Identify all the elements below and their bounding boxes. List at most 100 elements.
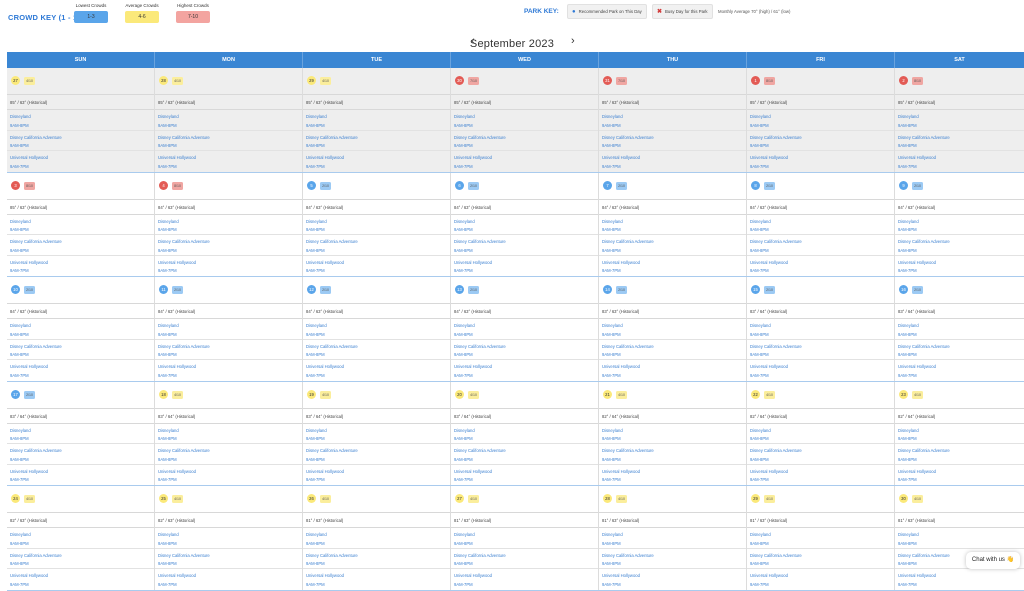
prev-month-button[interactable]: ‹: [471, 35, 475, 47]
park-name-link[interactable]: Disney California Adventure: [898, 134, 950, 140]
park-name-link[interactable]: Universal Hollywood: [10, 259, 48, 265]
park-hours-link[interactable]: 9AM-7PM: [602, 163, 621, 169]
park-hours-link[interactable]: 9AM-8PM: [454, 561, 473, 566]
park-hours-link[interactable]: 9AM-8PM: [454, 540, 473, 546]
day-cell[interactable]: 23 4/10 82° / 64° (Historical) Disneyland 9A…: [895, 382, 1024, 486]
park-name-link[interactable]: Disneyland: [750, 218, 771, 224]
day-cell[interactable]: 6 2/10 84° / 63° (Historical) Disneyland 9AM…: [451, 172, 599, 276]
park-name-link[interactable]: Disneyland: [602, 218, 623, 224]
park-name-link[interactable]: Universal Hollywood: [454, 155, 492, 160]
park-hours-link[interactable]: 9AM-7PM: [158, 163, 177, 169]
day-cell[interactable]: 4 8/10 84° / 63° (Historical) Disneyland 9AM…: [155, 172, 303, 276]
park-hours-link[interactable]: 9AM-8PM: [158, 352, 177, 357]
day-cell[interactable]: 20 4/10 83° / 64° (Historical) Disneyland 9A…: [451, 381, 599, 485]
park-name-link[interactable]: Disneyland: [10, 218, 31, 224]
park-name-link[interactable]: Universal Hollywood: [10, 468, 48, 474]
park-hours-link[interactable]: 9AM-8PM: [454, 247, 473, 253]
park-hours-link[interactable]: 9AM-7PM: [898, 163, 917, 169]
park-hours-link[interactable]: 9AM-8PM: [454, 456, 473, 462]
park-name-link[interactable]: Universal Hollywood: [454, 573, 492, 578]
park-name-link[interactable]: Disney California Adventure: [454, 239, 506, 244]
park-name-link[interactable]: Universal Hollywood: [306, 259, 344, 265]
park-hours-link[interactable]: 9AM-7PM: [750, 477, 769, 482]
park-hours-link[interactable]: 9AM-7PM: [158, 581, 177, 587]
park-name-link[interactable]: Disney California Adventure: [158, 134, 210, 140]
park-name-link[interactable]: Disneyland: [306, 323, 327, 328]
park-hours-link[interactable]: 9AM-7PM: [750, 163, 769, 169]
park-hours-link[interactable]: 9AM-8PM: [454, 227, 473, 232]
park-hours-link[interactable]: 9AM-8PM: [158, 436, 177, 441]
park-name-link[interactable]: Universal Hollywood: [306, 573, 344, 578]
park-name-link[interactable]: Disney California Adventure: [158, 448, 210, 453]
park-name-link[interactable]: Disneyland: [158, 218, 179, 224]
park-hours-link[interactable]: 9AM-8PM: [898, 561, 917, 566]
park-name-link[interactable]: Disneyland: [602, 114, 623, 119]
day-cell[interactable]: 13 2/10 84° / 63° (Historical) Disneyland 9A…: [451, 277, 599, 381]
park-name-link[interactable]: Universal Hollywood: [158, 573, 196, 578]
park-hours-link[interactable]: 9AM-8PM: [306, 436, 325, 441]
day-cell[interactable]: 3 8/10 85° / 63° (Historical) Disneyland 9AM…: [7, 172, 155, 276]
park-hours-link[interactable]: 9AM-8PM: [750, 540, 769, 546]
park-name-link[interactable]: Disneyland: [750, 323, 771, 328]
park-name-link[interactable]: Disneyland: [306, 427, 327, 433]
park-name-link[interactable]: Universal Hollywood: [602, 259, 640, 265]
park-name-link[interactable]: Disney California Adventure: [898, 448, 950, 453]
park-name-link[interactable]: Disney California Adventure: [454, 552, 506, 558]
park-name-link[interactable]: Disneyland: [454, 114, 475, 119]
park-hours-link[interactable]: 9AM-8PM: [602, 561, 621, 566]
park-name-link[interactable]: Universal Hollywood: [158, 468, 196, 474]
park-hours-link[interactable]: 9AM-8PM: [898, 331, 917, 337]
day-cell[interactable]: 30 4/10 81° / 63° (Historical) Disneyland 9A…: [895, 486, 1024, 590]
park-name-link[interactable]: Universal Hollywood: [158, 259, 196, 265]
day-cell[interactable]: 1 8/10 85° / 63° (Historical) Disneyland 9AM…: [747, 68, 895, 172]
park-name-link[interactable]: Disneyland: [454, 427, 475, 433]
day-cell[interactable]: 8 2/10 84° / 63° (Historical) Disneyland 9AM…: [747, 172, 895, 276]
park-hours-link[interactable]: 9AM-8PM: [306, 456, 325, 462]
park-name-link[interactable]: Disneyland: [158, 323, 179, 328]
park-hours-link[interactable]: 9AM-8PM: [750, 456, 769, 462]
park-name-link[interactable]: Disney California Adventure: [454, 448, 506, 453]
park-name-link[interactable]: Universal Hollywood: [602, 364, 640, 369]
park-name-link[interactable]: Universal Hollywood: [602, 573, 640, 578]
park-hours-link[interactable]: 9AM-8PM: [750, 227, 769, 232]
park-name-link[interactable]: Disney California Adventure: [10, 552, 62, 558]
park-hours-link[interactable]: 9AM-8PM: [10, 122, 29, 128]
park-name-link[interactable]: Disney California Adventure: [750, 343, 802, 349]
park-name-link[interactable]: Disney California Adventure: [306, 552, 358, 558]
park-name-link[interactable]: Universal Hollywood: [306, 468, 344, 474]
park-hours-link[interactable]: 9AM-8PM: [10, 436, 29, 441]
park-name-link[interactable]: Disney California Adventure: [158, 343, 210, 349]
park-hours-link[interactable]: 9AM-8PM: [158, 143, 177, 148]
park-name-link[interactable]: Disney California Adventure: [898, 343, 950, 349]
park-hours-link[interactable]: 9AM-7PM: [454, 477, 473, 482]
park-name-link[interactable]: Disney California Adventure: [158, 552, 210, 558]
park-name-link[interactable]: Universal Hollywood: [898, 155, 936, 160]
park-name-link[interactable]: Disneyland: [898, 323, 919, 328]
park-hours-link[interactable]: 9AM-8PM: [306, 331, 325, 337]
park-name-link[interactable]: Disneyland: [602, 532, 623, 537]
park-hours-link[interactable]: 9AM-8PM: [898, 540, 917, 546]
park-hours-link[interactable]: 9AM-7PM: [750, 372, 769, 378]
park-hours-link[interactable]: 9AM-8PM: [750, 561, 769, 566]
park-hours-link[interactable]: 9AM-8PM: [10, 331, 29, 337]
park-name-link[interactable]: Disneyland: [750, 427, 771, 433]
park-hours-link[interactable]: 9AM-8PM: [454, 331, 473, 337]
park-name-link[interactable]: Universal Hollywood: [306, 155, 344, 160]
park-hours-link[interactable]: 9AM-8PM: [602, 247, 621, 253]
park-hours-link[interactable]: 9AM-7PM: [306, 581, 325, 587]
park-hours-link[interactable]: 9AM-7PM: [602, 581, 621, 587]
park-name-link[interactable]: Disneyland: [898, 427, 919, 433]
park-hours-link[interactable]: 9AM-8PM: [602, 331, 621, 337]
park-name-link[interactable]: Disneyland: [306, 114, 327, 119]
day-cell[interactable]: 28 4/10 81° / 63° (Historical) Disneyland 9A…: [599, 486, 747, 590]
park-name-link[interactable]: Universal Hollywood: [10, 573, 48, 578]
day-cell[interactable]: 7 2/10 84° / 63° (Historical) Disneyland 9AM…: [599, 172, 747, 276]
park-hours-link[interactable]: 9AM-8PM: [750, 436, 769, 441]
park-hours-link[interactable]: 9AM-7PM: [898, 268, 917, 273]
park-name-link[interactable]: Disneyland: [750, 532, 771, 537]
park-name-link[interactable]: Disneyland: [10, 427, 31, 433]
day-cell[interactable]: 18 4/10 83° / 64° (Historical) Disneyland 9A…: [155, 381, 303, 485]
day-cell[interactable]: 24 4/10 82° / 63° (Historical) Disneyland 9A…: [7, 486, 155, 590]
park-name-link[interactable]: Disneyland: [10, 114, 31, 119]
day-cell[interactable]: 5 2/10 84° / 63° (Historical) Disneyland 9AM…: [303, 172, 451, 276]
